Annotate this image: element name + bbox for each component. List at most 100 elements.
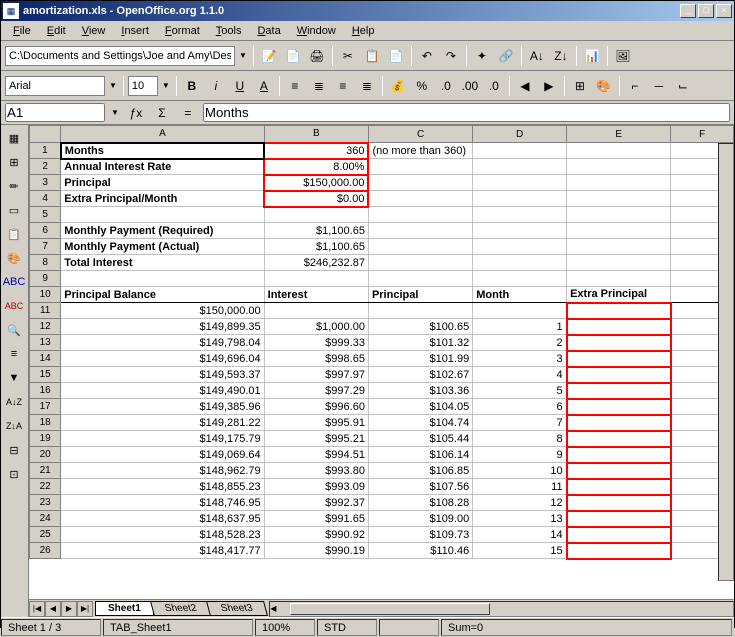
row-header[interactable]: 16: [30, 383, 61, 399]
cell[interactable]: [567, 431, 671, 447]
hyperlink-icon[interactable]: 🔗: [495, 45, 517, 67]
cell[interactable]: 15: [473, 543, 567, 559]
row-header[interactable]: 26: [30, 543, 61, 559]
cell[interactable]: $104.74: [368, 415, 472, 431]
menu-help[interactable]: Help: [344, 23, 383, 39]
cell[interactable]: $148,528.23: [61, 527, 264, 543]
align-bottom-button[interactable]: ⌙: [672, 75, 694, 97]
row-header[interactable]: 19: [30, 431, 61, 447]
cell[interactable]: [473, 223, 567, 239]
cell[interactable]: $1,100.65: [264, 239, 368, 255]
font-color-button[interactable]: A: [253, 75, 275, 97]
cell[interactable]: Principal Balance: [61, 287, 264, 303]
paste-icon[interactable]: 📄: [385, 45, 407, 67]
cell[interactable]: Extra Principal/Month: [61, 191, 264, 207]
cell[interactable]: [473, 175, 567, 191]
col-header-F[interactable]: F: [671, 126, 734, 143]
chart-icon[interactable]: 📊: [581, 45, 603, 67]
path-input[interactable]: [5, 46, 235, 66]
cell[interactable]: [473, 191, 567, 207]
row-header[interactable]: 7: [30, 239, 61, 255]
cell[interactable]: [264, 271, 368, 287]
currency-button[interactable]: 💰: [387, 75, 409, 97]
cell[interactable]: Interest: [264, 287, 368, 303]
bg-color-button[interactable]: 🎨: [593, 75, 615, 97]
cell[interactable]: [567, 319, 671, 335]
cell[interactable]: $996.60: [264, 399, 368, 415]
cell[interactable]: [567, 383, 671, 399]
cell[interactable]: $148,855.23: [61, 479, 264, 495]
cell[interactable]: $103.36: [368, 383, 472, 399]
italic-button[interactable]: i: [205, 75, 227, 97]
sheet-tab-sheet2[interactable]: Sheet2: [150, 601, 212, 616]
cell[interactable]: Annual Interest Rate: [61, 159, 264, 175]
cell[interactable]: 10: [473, 463, 567, 479]
formula-input[interactable]: [203, 103, 730, 122]
row-header[interactable]: 4: [30, 191, 61, 207]
row-header[interactable]: 18: [30, 415, 61, 431]
row-header[interactable]: 1: [30, 143, 61, 159]
cell[interactable]: $149,069.64: [61, 447, 264, 463]
equals-icon[interactable]: =: [177, 102, 199, 124]
cell[interactable]: [567, 223, 671, 239]
percent-button[interactable]: %: [411, 75, 433, 97]
row-header[interactable]: 5: [30, 207, 61, 223]
close-button[interactable]: ×: [716, 4, 732, 18]
cell[interactable]: [473, 207, 567, 223]
cell[interactable]: [567, 351, 671, 367]
cell[interactable]: $149,281.22: [61, 415, 264, 431]
insert-cells-icon[interactable]: ⊞: [3, 151, 25, 173]
cell[interactable]: $100.65: [368, 319, 472, 335]
gallery-icon[interactable]: 🖼: [612, 45, 634, 67]
form-icon[interactable]: ▭: [3, 199, 25, 221]
cell[interactable]: [567, 239, 671, 255]
cell[interactable]: (no more than 360): [368, 143, 472, 159]
cell[interactable]: $1,000.00: [264, 319, 368, 335]
decrease-indent-button[interactable]: ◀: [514, 75, 536, 97]
cell[interactable]: $109.73: [368, 527, 472, 543]
cell[interactable]: Monthly Payment (Required): [61, 223, 264, 239]
align-right-button[interactable]: ≡: [332, 75, 354, 97]
themes-icon[interactable]: 🎨: [3, 247, 25, 269]
align-vcenter-button[interactable]: ─: [648, 75, 670, 97]
cell[interactable]: 5: [473, 383, 567, 399]
cell[interactable]: [368, 271, 472, 287]
remove-decimal-button[interactable]: .0: [483, 75, 505, 97]
row-header[interactable]: 13: [30, 335, 61, 351]
col-header-C[interactable]: C: [368, 126, 472, 143]
path-dropdown-icon[interactable]: ▼: [237, 51, 249, 60]
spellcheck-icon[interactable]: ABC: [3, 271, 25, 293]
cell[interactable]: $149,696.04: [61, 351, 264, 367]
cell[interactable]: [473, 159, 567, 175]
show-draw-icon[interactable]: ✏: [3, 175, 25, 197]
row-header[interactable]: 2: [30, 159, 61, 175]
cell[interactable]: 3: [473, 351, 567, 367]
cell[interactable]: [264, 207, 368, 223]
cell[interactable]: $149,798.04: [61, 335, 264, 351]
find-icon[interactable]: 🔍: [3, 319, 25, 341]
cell-reference-input[interactable]: [5, 103, 105, 122]
cell[interactable]: [567, 495, 671, 511]
cell[interactable]: $995.91: [264, 415, 368, 431]
col-header-A[interactable]: A: [61, 126, 264, 143]
cell[interactable]: $991.65: [264, 511, 368, 527]
ungroup-icon[interactable]: ⊡: [3, 463, 25, 485]
cell[interactable]: $101.32: [368, 335, 472, 351]
cell[interactable]: Monthly Payment (Actual): [61, 239, 264, 255]
cell[interactable]: [567, 143, 671, 159]
cell[interactable]: [473, 271, 567, 287]
copy-icon[interactable]: 📋: [361, 45, 383, 67]
align-justify-button[interactable]: ≣: [356, 75, 378, 97]
row-header[interactable]: 20: [30, 447, 61, 463]
cell[interactable]: 2: [473, 335, 567, 351]
cell[interactable]: [473, 143, 567, 159]
cell[interactable]: Extra Principal: [567, 287, 671, 303]
navigator-icon[interactable]: ✦: [471, 45, 493, 67]
borders-button[interactable]: ⊞: [569, 75, 591, 97]
cell[interactable]: [567, 367, 671, 383]
autospellcheck-icon[interactable]: ABC: [3, 295, 25, 317]
cell[interactable]: $992.37: [264, 495, 368, 511]
cell[interactable]: $102.67: [368, 367, 472, 383]
hscroll-thumb[interactable]: [290, 603, 490, 615]
cell[interactable]: $106.85: [368, 463, 472, 479]
